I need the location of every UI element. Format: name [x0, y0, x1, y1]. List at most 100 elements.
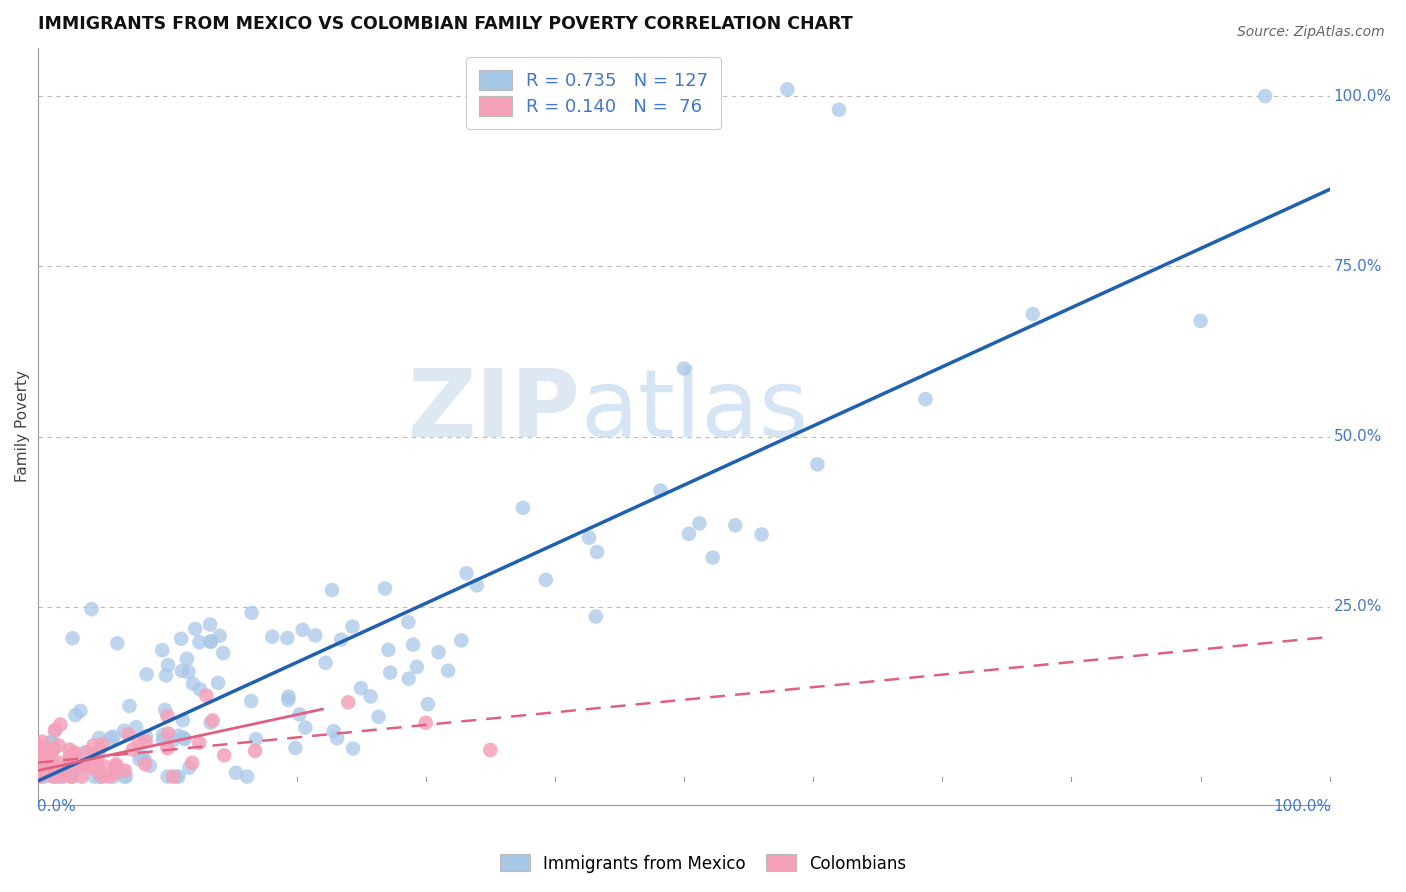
- Point: [200, 634, 222, 648]
- Point: [41, 735, 63, 749]
- Point: [360, 690, 382, 704]
- Point: [806, 458, 828, 472]
- Point: [30, 746, 52, 760]
- Point: [73, 746, 96, 760]
- Point: [86, 757, 108, 772]
- Point: [456, 566, 478, 581]
- Point: [673, 361, 696, 376]
- Point: [44, 770, 66, 784]
- Point: [465, 578, 488, 592]
- Point: [181, 756, 204, 770]
- Point: [380, 665, 402, 680]
- Point: [162, 733, 184, 747]
- Point: [60, 770, 83, 784]
- Point: [86, 758, 108, 772]
- Point: [44, 723, 66, 737]
- Point: [63, 745, 86, 759]
- Point: [91, 770, 114, 784]
- Point: [122, 742, 145, 756]
- Point: [405, 660, 427, 674]
- Point: [288, 707, 311, 722]
- Point: [396, 615, 419, 629]
- Point: [69, 757, 91, 772]
- Point: [53, 761, 76, 775]
- Point: [67, 759, 90, 773]
- Point: [198, 617, 221, 632]
- Point: [134, 751, 156, 765]
- Point: [104, 766, 127, 780]
- Point: [157, 658, 180, 673]
- Point: [39, 735, 62, 749]
- Point: [200, 715, 222, 730]
- Point: [58, 742, 80, 756]
- Point: [128, 734, 150, 748]
- Point: [534, 573, 557, 587]
- Point: [63, 748, 86, 763]
- Point: [28, 765, 51, 780]
- Point: [105, 636, 128, 650]
- Point: [479, 743, 502, 757]
- Point: [75, 757, 97, 772]
- Point: [174, 732, 197, 747]
- Point: [155, 668, 177, 682]
- Point: [103, 730, 125, 744]
- Point: [152, 728, 174, 742]
- Point: [702, 550, 724, 565]
- Point: [139, 758, 162, 772]
- Point: [416, 697, 439, 711]
- Point: [153, 703, 176, 717]
- Point: [152, 733, 174, 747]
- Point: [688, 516, 710, 531]
- Text: Source: ZipAtlas.com: Source: ZipAtlas.com: [1237, 25, 1385, 39]
- Point: [91, 737, 114, 751]
- Point: [115, 770, 138, 784]
- Point: [135, 667, 157, 681]
- Point: [60, 770, 83, 784]
- Point: [170, 664, 193, 678]
- Point: [172, 714, 194, 728]
- Point: [62, 749, 84, 764]
- Point: [89, 743, 111, 757]
- Point: [42, 758, 65, 772]
- Point: [427, 645, 450, 659]
- Point: [277, 690, 299, 704]
- Point: [321, 583, 343, 598]
- Point: [42, 764, 65, 778]
- Point: [208, 629, 231, 643]
- Point: [100, 731, 122, 745]
- Text: 50.0%: 50.0%: [1334, 429, 1382, 444]
- Point: [31, 743, 53, 757]
- Point: [80, 760, 103, 774]
- Point: [200, 634, 222, 648]
- Point: [118, 698, 141, 713]
- Point: [105, 757, 128, 772]
- Point: [39, 743, 62, 757]
- Point: [262, 630, 284, 644]
- Point: [751, 527, 773, 541]
- Point: [28, 739, 51, 754]
- Point: [1189, 314, 1212, 328]
- Text: 25.0%: 25.0%: [1334, 599, 1382, 615]
- Text: ZIP: ZIP: [408, 366, 581, 458]
- Point: [184, 622, 207, 636]
- Point: [90, 770, 112, 784]
- Point: [724, 518, 747, 533]
- Point: [402, 638, 425, 652]
- Point: [44, 723, 66, 738]
- Point: [240, 606, 263, 620]
- Point: [179, 761, 201, 775]
- Point: [240, 694, 263, 708]
- Point: [31, 740, 53, 755]
- Point: [28, 770, 51, 784]
- Point: [512, 500, 534, 515]
- Point: [291, 623, 314, 637]
- Point: [172, 731, 194, 745]
- Point: [450, 633, 472, 648]
- Point: [89, 731, 111, 745]
- Point: [28, 747, 51, 762]
- Point: [350, 681, 373, 695]
- Point: [48, 739, 70, 753]
- Y-axis label: Family Poverty: Family Poverty: [15, 370, 30, 483]
- Point: [914, 392, 936, 406]
- Text: IMMIGRANTS FROM MEXICO VS COLOMBIAN FAMILY POVERTY CORRELATION CHART: IMMIGRANTS FROM MEXICO VS COLOMBIAN FAMI…: [38, 15, 853, 33]
